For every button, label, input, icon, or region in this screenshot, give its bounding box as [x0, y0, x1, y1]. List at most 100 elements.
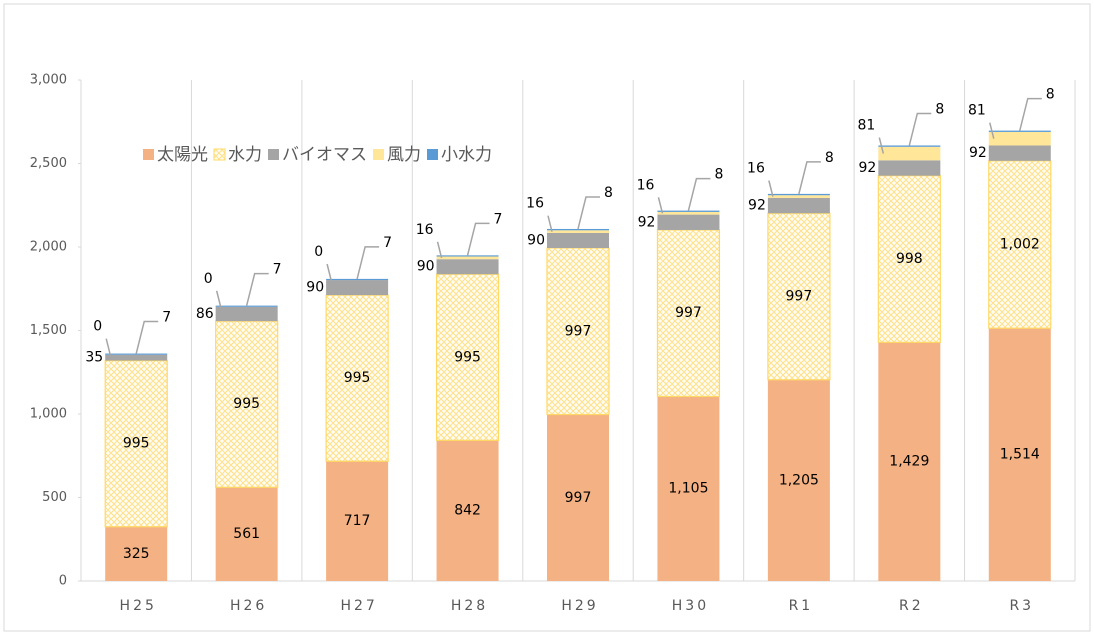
data-label: 7	[383, 235, 392, 251]
bar-segment	[215, 306, 278, 322]
data-label: 997	[565, 323, 592, 339]
data-label: 998	[896, 251, 923, 267]
data-label: 92	[859, 160, 877, 176]
bar-segment	[878, 146, 941, 161]
bar-segment	[988, 328, 1051, 581]
leader-line	[135, 320, 159, 354]
leader-line	[577, 196, 600, 230]
bar-segment	[436, 440, 499, 581]
x-tick-label: H30	[672, 598, 709, 614]
legend-swatch	[427, 149, 438, 160]
data-label: 842	[454, 503, 481, 519]
legend-label: バイオマス	[282, 145, 367, 165]
data-label: 1,002	[1000, 236, 1040, 252]
data-label: 8	[1046, 87, 1055, 103]
y-tick-label: 2,500	[30, 156, 67, 171]
x-tick-label: R3	[1009, 598, 1034, 614]
bar-segment	[657, 214, 720, 230]
data-label: 35	[85, 350, 103, 366]
data-label: 995	[454, 349, 481, 365]
leader-line	[768, 180, 774, 197]
chart-border	[3, 3, 1091, 632]
data-label: 8	[604, 185, 613, 201]
y-tick-label: 2,000	[30, 240, 67, 255]
leader-line	[989, 122, 995, 139]
data-label: 92	[969, 145, 987, 161]
data-label: 7	[162, 310, 171, 326]
bar-segment	[436, 259, 499, 275]
y-tick-label: 500	[42, 490, 67, 505]
data-label: 997	[565, 490, 592, 506]
data-label: 8	[935, 101, 944, 117]
bar-segment	[767, 195, 830, 198]
data-label: 995	[123, 436, 150, 452]
leader-line	[356, 246, 380, 280]
bar-segment	[547, 414, 609, 581]
legend-swatch	[213, 148, 226, 161]
x-tick-label: H26	[230, 598, 267, 614]
bar-segment	[988, 160, 1052, 329]
bar-segment	[105, 354, 168, 361]
data-label: 717	[344, 513, 371, 529]
data-label: 8	[825, 150, 834, 166]
bar-segment	[878, 342, 941, 581]
data-label: 0	[93, 319, 102, 335]
bar-segment	[547, 230, 609, 233]
data-label: 997	[786, 289, 813, 305]
bar-segment	[767, 197, 830, 214]
bar-segment	[767, 193, 830, 196]
leader-line	[1019, 97, 1042, 131]
bar-segment	[547, 228, 609, 231]
leader-line	[245, 272, 269, 306]
data-label: 7	[273, 262, 282, 278]
legend-label: 風力	[387, 145, 421, 165]
leader-line	[436, 241, 443, 259]
bar-segment	[326, 461, 389, 581]
leader-line	[908, 112, 932, 146]
x-tick-label: H25	[120, 598, 157, 614]
leader-line	[466, 222, 490, 256]
bar-segment	[326, 280, 389, 296]
leader-line	[215, 290, 222, 307]
data-label: 1,205	[779, 472, 819, 488]
data-label: 561	[233, 526, 260, 542]
data-label: 16	[637, 177, 655, 193]
bar-segment	[988, 131, 1051, 146]
data-label: 995	[344, 370, 371, 386]
leader-line	[657, 197, 664, 214]
leader-line	[687, 177, 711, 211]
data-label: 92	[748, 198, 766, 214]
bar-segment	[215, 487, 278, 581]
data-label: 16	[416, 222, 434, 238]
bar-segment	[105, 353, 168, 355]
data-label: 90	[306, 280, 324, 296]
data-label: 7	[494, 211, 503, 227]
data-label: 8	[714, 167, 723, 183]
bar-segment	[435, 273, 500, 441]
bar-segment	[988, 130, 1051, 132]
legend-swatch	[143, 149, 154, 160]
leader-line	[105, 338, 111, 355]
data-label: 81	[968, 103, 986, 119]
legend-label: 水力	[228, 145, 262, 165]
data-label: 995	[233, 396, 260, 412]
bar-segment	[657, 210, 720, 212]
data-label: 1,514	[1000, 447, 1040, 463]
bar-segment	[878, 160, 941, 176]
leader-line	[878, 137, 885, 154]
data-label: 90	[527, 232, 545, 248]
leader-line	[547, 215, 553, 232]
x-tick-label: H27	[340, 598, 377, 614]
legend-swatch	[373, 149, 384, 160]
y-tick-label: 0	[59, 574, 67, 589]
bar-segment	[105, 526, 168, 581]
data-label: 81	[858, 118, 876, 134]
data-label: 1,105	[668, 481, 708, 497]
data-label: 86	[196, 306, 214, 322]
bar-segment	[656, 229, 721, 398]
bar-segment	[436, 256, 499, 260]
data-label: 16	[747, 161, 765, 177]
bar-segment	[988, 145, 1051, 161]
bar-segment	[215, 305, 278, 307]
data-label: 92	[638, 214, 656, 230]
